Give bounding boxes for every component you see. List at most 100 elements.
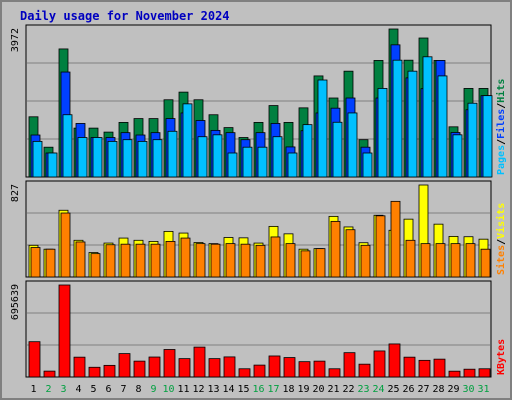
x-tick-label: 3 <box>60 384 66 395</box>
bar-kbytes-26 <box>403 356 416 378</box>
x-tick-label: 30 <box>462 384 474 395</box>
legend-separator: / <box>496 103 507 109</box>
legend-item-kbytes: KBytes <box>496 339 507 375</box>
bar-sites-12 <box>195 243 206 278</box>
bar-pages-26 <box>407 70 418 178</box>
legend-item-files: Files <box>495 109 507 139</box>
x-tick-label: 20 <box>312 384 324 395</box>
bar-pages-15 <box>242 146 253 178</box>
bar-pages-1 <box>32 140 43 178</box>
bar-kbytes-6 <box>103 364 116 378</box>
bar-kbytes-17 <box>268 355 281 378</box>
panel-kbytes: 695639 KBytes <box>10 280 507 378</box>
x-tick-label: 31 <box>477 384 489 395</box>
bar-pages-31 <box>482 95 493 178</box>
bar-sites-25 <box>390 200 401 278</box>
x-tick-label: 5 <box>90 384 96 395</box>
legend-item-visits: Visits <box>495 203 507 239</box>
legend: Pages/Files/Hits <box>495 79 507 175</box>
bar-sites-2 <box>45 248 56 278</box>
bar-pages-8 <box>137 140 148 178</box>
bar-pages-11 <box>182 103 193 178</box>
bar-pages-4 <box>77 137 88 178</box>
bar-sites-17 <box>270 236 281 278</box>
x-tick-label: 4 <box>75 384 81 395</box>
bar-kbytes-25 <box>388 343 401 378</box>
legend-separator: / <box>496 139 507 145</box>
bar-pages-13 <box>212 134 223 178</box>
bar-kbytes-14 <box>223 356 236 378</box>
x-tick-label: 10 <box>162 384 174 395</box>
bar-kbytes-19 <box>298 361 311 378</box>
bar-pages-9 <box>152 139 163 178</box>
bar-sites-27 <box>420 243 431 278</box>
bar-sites-26 <box>405 239 416 278</box>
x-tick-label: 13 <box>207 384 219 395</box>
bar-sites-9 <box>150 243 161 278</box>
bar-pages-29 <box>452 134 463 178</box>
bar-sites-30 <box>465 243 476 278</box>
bar-kbytes-2 <box>43 370 56 378</box>
bar-sites-20 <box>315 248 326 278</box>
x-tick-label: 19 <box>297 384 309 395</box>
legend-item-pages: Pages <box>496 145 507 175</box>
bar-kbytes-1 <box>28 341 41 378</box>
bar-sites-6 <box>105 244 116 278</box>
x-tick-label: 15 <box>237 384 249 395</box>
bar-pages-2 <box>47 152 58 178</box>
bar-kbytes-12 <box>193 346 206 378</box>
bar-pages-6 <box>107 140 118 178</box>
bar-sites-1 <box>30 247 41 278</box>
legend-item-hits: Hits <box>495 79 507 103</box>
bar-pages-28 <box>437 75 448 178</box>
bar-kbytes-5 <box>88 366 101 378</box>
bar-pages-22 <box>347 112 358 178</box>
bar-kbytes-27 <box>418 359 431 378</box>
bar-kbytes-11 <box>178 358 191 378</box>
x-tick-label: 7 <box>120 384 126 395</box>
bar-pages-25 <box>392 59 403 178</box>
bar-sites-4 <box>75 241 86 278</box>
legend-item-sites: Sites <box>495 245 507 275</box>
x-tick-label: 2 <box>45 384 51 395</box>
bar-kbytes-29 <box>448 370 461 378</box>
x-tick-label: 22 <box>342 384 354 395</box>
bar-kbytes-18 <box>283 357 296 378</box>
bar-kbytes-13 <box>208 358 221 378</box>
x-tick-label: 26 <box>402 384 414 395</box>
bar-kbytes-24 <box>373 350 386 378</box>
bar-pages-30 <box>467 102 478 178</box>
panel-visits-sites: 827 Sites/Visits <box>10 180 507 278</box>
bar-kbytes-23 <box>358 363 371 378</box>
legend: KBytes <box>496 339 507 375</box>
x-tick-label: 28 <box>432 384 444 395</box>
legend: Sites/Visits <box>495 203 507 275</box>
bar-sites-13 <box>210 243 221 278</box>
x-tick-label: 9 <box>150 384 156 395</box>
x-axis-labels: 1 2 3 4 5 6 7 8 9 10 11 12 13 14 15 16 17 18 19 20 21 22 23 24 2… <box>30 384 489 395</box>
bar-pages-16 <box>257 146 268 178</box>
x-tick-label: 24 <box>372 384 384 395</box>
bar-pages-7 <box>122 139 133 178</box>
x-tick-label: 8 <box>135 384 141 395</box>
x-tick-label: 25 <box>387 384 399 395</box>
x-tick-label: 1 <box>30 384 36 395</box>
bar-pages-21 <box>332 121 343 178</box>
bar-pages-14 <box>227 152 238 178</box>
bar-sites-11 <box>180 237 191 278</box>
bar-pages-10 <box>167 130 178 178</box>
bar-kbytes-30 <box>463 368 476 378</box>
bar-kbytes-28 <box>433 358 446 378</box>
bar-pages-23 <box>362 152 373 178</box>
bar-kbytes-10 <box>163 349 176 378</box>
bar-sites-18 <box>285 243 296 278</box>
x-tick-label: 21 <box>327 384 339 395</box>
bar-sites-19 <box>300 250 311 278</box>
bar-kbytes-20 <box>313 360 326 378</box>
bar-sites-28 <box>435 243 446 278</box>
bar-kbytes-7 <box>118 353 131 378</box>
bar-pages-24 <box>377 88 388 178</box>
chart-title: Daily usage for November 2024 <box>20 9 230 23</box>
